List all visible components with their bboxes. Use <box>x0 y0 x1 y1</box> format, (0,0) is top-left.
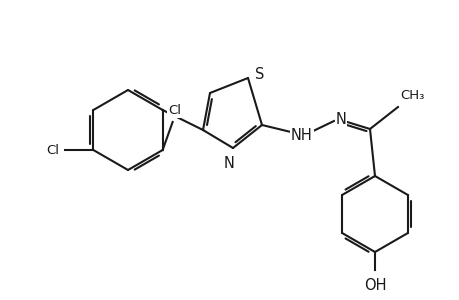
Text: S: S <box>254 67 264 82</box>
Text: N: N <box>335 112 346 127</box>
Text: NH: NH <box>291 128 312 143</box>
Text: CH₃: CH₃ <box>399 89 424 102</box>
Text: N: N <box>223 156 234 171</box>
Text: Cl: Cl <box>46 143 59 157</box>
Text: Cl: Cl <box>168 104 181 117</box>
Text: OH: OH <box>363 278 386 293</box>
